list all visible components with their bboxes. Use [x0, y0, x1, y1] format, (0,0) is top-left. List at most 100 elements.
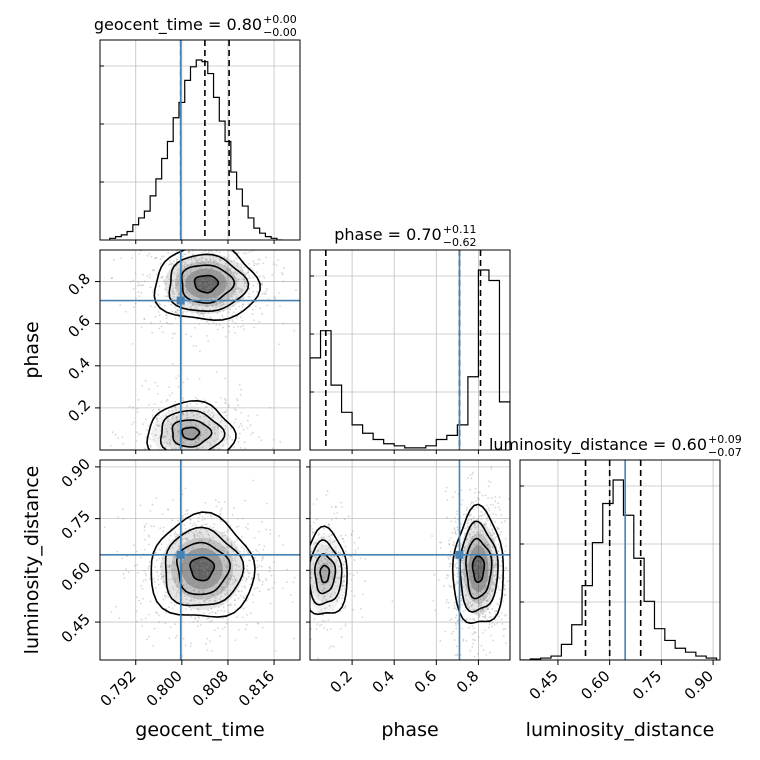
sample-point: [466, 522, 469, 525]
sample-point: [487, 497, 489, 500]
sample-point: [214, 574, 217, 576]
sample-point: [237, 404, 240, 407]
sample-point: [472, 508, 475, 510]
density-level: [170, 537, 234, 600]
sample-point: [149, 577, 151, 580]
sample-point: [478, 602, 481, 605]
sample-point: [224, 264, 227, 267]
sample-point: [218, 251, 221, 253]
sample-point: [248, 288, 251, 291]
sample-point: [336, 559, 339, 562]
x-axis-label-phase: phase: [381, 719, 438, 741]
sample-point: [273, 581, 276, 584]
sample-point: [199, 513, 201, 516]
sample-point: [207, 271, 210, 273]
sample-point: [138, 599, 141, 602]
sample-point: [302, 538, 304, 540]
sample-point: [137, 453, 139, 455]
sample-point: [498, 604, 500, 606]
sample-point: [310, 551, 313, 554]
contour-line: [465, 537, 493, 600]
sample-point: [217, 292, 220, 295]
sample-point: [220, 604, 223, 606]
sample-point: [227, 604, 230, 607]
sample-point: [237, 262, 239, 265]
sample-point: [350, 590, 353, 592]
sample-point: [181, 412, 184, 415]
sample-point: [471, 473, 474, 475]
sample-point: [220, 574, 222, 577]
sample-point: [206, 574, 209, 576]
sample-point: [161, 441, 164, 444]
sample-point: [218, 448, 221, 450]
sample-point: [206, 566, 209, 569]
sample-point: [476, 552, 479, 554]
sample-point: [153, 403, 156, 405]
sample-point: [472, 582, 474, 585]
sample-point: [341, 594, 344, 597]
sample-point: [198, 284, 201, 286]
sample-point: [482, 608, 484, 611]
sample-point: [160, 543, 163, 546]
sample-point: [473, 525, 476, 528]
sample-point: [257, 573, 260, 576]
sample-point: [156, 612, 159, 614]
sample-point: [184, 561, 187, 564]
sample-point: [197, 517, 200, 519]
sample-point: [220, 283, 222, 286]
sample-point: [187, 482, 189, 484]
sample-point: [168, 564, 171, 567]
sample-point: [211, 416, 214, 419]
title-plus: +0.00: [263, 13, 297, 26]
sample-point: [262, 557, 264, 560]
sample-point: [465, 640, 468, 642]
sample-point: [213, 282, 216, 284]
sample-point: [463, 580, 465, 583]
sample-point: [316, 566, 319, 569]
contour-line: [150, 511, 256, 618]
sample-point: [183, 275, 186, 278]
sample-point: [494, 583, 496, 586]
sample-point: [200, 533, 203, 536]
sample-point: [305, 548, 307, 550]
sample-point: [303, 589, 305, 591]
sample-point: [347, 515, 350, 518]
sample-point: [189, 276, 192, 279]
density-level: [194, 275, 218, 293]
sample-point: [515, 491, 517, 493]
sample-point: [253, 537, 256, 539]
sample-point: [477, 563, 479, 566]
sample-point: [205, 429, 208, 431]
sample-point: [241, 517, 244, 520]
sample-point: [143, 548, 146, 551]
sample-point: [217, 556, 220, 558]
truth-marker: [176, 296, 185, 305]
sample-point: [484, 494, 487, 497]
sample-point: [248, 274, 251, 277]
sample-point: [188, 443, 191, 446]
sample-point: [209, 308, 212, 311]
sample-point: [187, 594, 189, 596]
sample-point: [220, 609, 223, 612]
sample-point: [203, 437, 206, 440]
sample-point: [209, 243, 211, 245]
sample-point: [498, 496, 501, 499]
sample-point: [169, 443, 171, 445]
sample-point: [334, 505, 337, 508]
sample-point: [501, 521, 503, 524]
sample-point: [460, 599, 463, 602]
sample-point: [227, 551, 230, 554]
sample-point: [321, 601, 323, 604]
sample-point: [481, 609, 484, 612]
sample-point: [326, 563, 329, 565]
sample-point: [229, 436, 232, 439]
sample-point: [221, 586, 224, 588]
sample-point: [210, 408, 213, 411]
sample-points-geocent_time-luminosity_distance: [103, 453, 296, 657]
sample-point: [243, 282, 246, 285]
sample-point: [471, 625, 474, 628]
sample-point: [221, 316, 224, 318]
sample-point: [186, 416, 189, 419]
sample-point: [186, 417, 188, 419]
sample-point: [325, 548, 328, 551]
